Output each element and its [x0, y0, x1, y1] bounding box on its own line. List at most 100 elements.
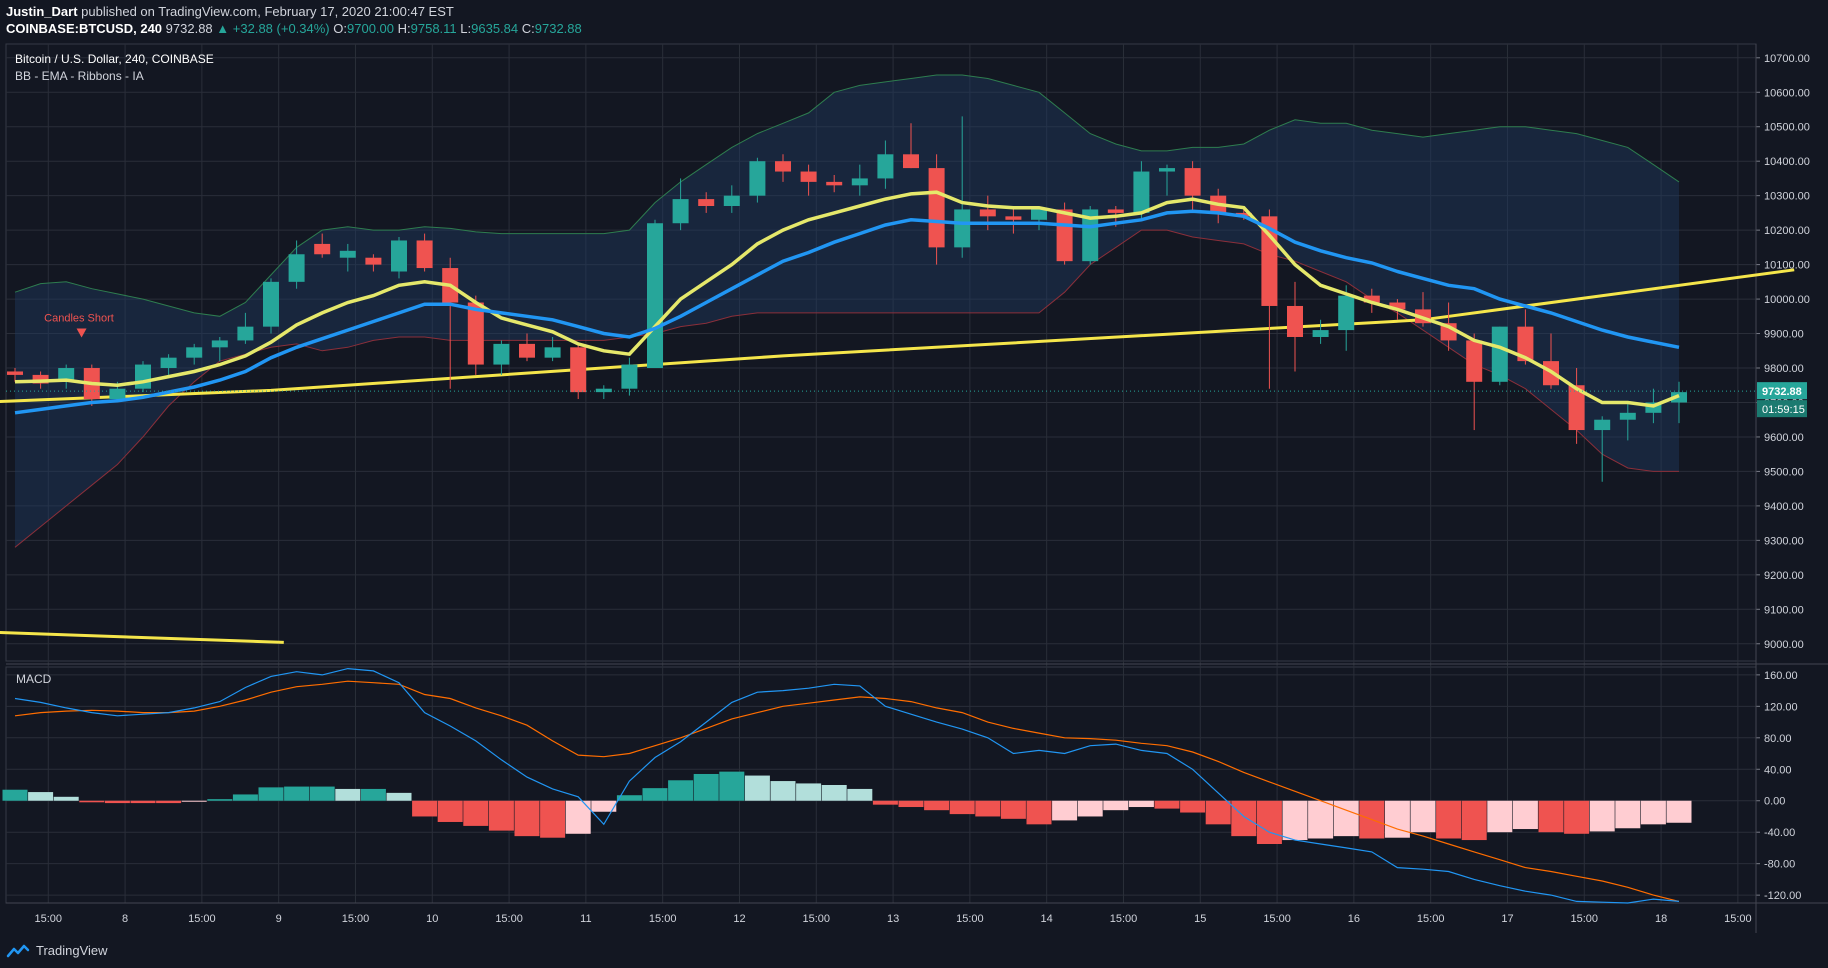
- macd-label: MACD: [16, 672, 52, 686]
- candle-body: [1363, 295, 1380, 303]
- candle-body: [775, 161, 791, 172]
- candle-body: [1005, 216, 1022, 220]
- candle-body: [1568, 385, 1585, 431]
- low-value: 9635.84: [471, 21, 519, 36]
- macd-histogram-bar: [719, 771, 745, 801]
- publish-info: published on TradingView.com, February 1…: [81, 4, 454, 19]
- countdown-tag-label: 01:59:15: [1762, 404, 1805, 416]
- y-tick-label: 9400.00: [1764, 501, 1804, 513]
- candle-body: [800, 171, 817, 182]
- candle-body: [1389, 302, 1406, 310]
- last-price-tag: [1757, 382, 1807, 400]
- close-value: 9732.88: [534, 21, 582, 36]
- macd-histogram-bar: [898, 800, 924, 808]
- candle-body: [570, 347, 587, 393]
- macd-histogram-bar: [53, 796, 79, 801]
- candle-body: [1287, 305, 1303, 337]
- macd-histogram-bar: [975, 800, 1001, 817]
- x-tick-label: 16: [1348, 913, 1360, 925]
- x-tick-label: 15: [1194, 913, 1206, 925]
- candle-body: [1338, 295, 1355, 331]
- candle-body: [263, 281, 279, 327]
- author-name[interactable]: Justin_Dart: [6, 4, 78, 19]
- candle-body: [186, 347, 203, 358]
- x-tick-label: 15:00: [188, 913, 216, 925]
- candle-body: [749, 161, 766, 196]
- x-tick-label: 15:00: [1571, 913, 1599, 925]
- pane-title: Bitcoin / U.S. Dollar, 240, COINBASE: [15, 52, 214, 66]
- candle-body: [7, 371, 23, 375]
- candle-body: [851, 178, 868, 186]
- macd-histogram-bar: [1026, 800, 1052, 825]
- macd-histogram-bar: [1282, 800, 1308, 841]
- macd-histogram-bar: [1410, 800, 1436, 833]
- tradingview-logo[interactable]: TradingView: [6, 943, 108, 958]
- candle-body: [1312, 330, 1329, 337]
- macd-histogram-bar: [437, 800, 463, 822]
- macd-histogram-bar: [335, 788, 361, 801]
- macd-histogram-bar: [412, 800, 438, 817]
- macd-histogram-bar: [386, 792, 412, 801]
- candle-body: [288, 254, 305, 282]
- high-label: H:: [397, 21, 411, 36]
- chart-header: Justin_Dart published on TradingView.com…: [0, 0, 1828, 40]
- candle-body: [979, 209, 996, 217]
- candle-body: [826, 181, 843, 186]
- macd-y-tick-label: 80.00: [1764, 733, 1792, 745]
- macd-histogram-bar: [1487, 800, 1513, 833]
- macd-histogram-bar: [79, 800, 105, 803]
- macd-histogram-bar: [540, 800, 566, 838]
- publish-line: Justin_Dart published on TradingView.com…: [6, 4, 454, 19]
- bottom-trendline: [0, 631, 284, 644]
- x-tick-label: 15:00: [495, 913, 523, 925]
- macd-y-tick-label: 40.00: [1764, 764, 1792, 776]
- footer-bar: TradingView: [0, 934, 1828, 968]
- ema-slow-line: [14, 209, 1680, 415]
- y-tick-label: 9000.00: [1764, 639, 1804, 651]
- candle-body: [416, 240, 433, 269]
- tradingview-logo-icon: [6, 944, 30, 957]
- x-tick-label: 15:00: [1110, 913, 1138, 925]
- symbol-label[interactable]: COINBASE:BTCUSD, 240: [6, 21, 163, 36]
- down-arrow-icon: [76, 328, 87, 338]
- close-label: C:: [521, 21, 535, 36]
- candle-body: [1082, 209, 1099, 262]
- candle-body: [519, 343, 535, 358]
- candle-body: [1133, 171, 1150, 213]
- macd-histogram-bar: [1461, 800, 1487, 841]
- macd-histogram-bar: [488, 800, 514, 831]
- bollinger-band-fill: [15, 75, 1679, 548]
- candle-body: [1594, 419, 1611, 431]
- candle-body: [365, 257, 382, 265]
- y-tick-label: 10700.00: [1764, 53, 1810, 65]
- bollinger-upper-line: [14, 74, 1680, 317]
- macd-histogram-bar: [130, 800, 156, 804]
- countdown-tag: [1757, 400, 1807, 418]
- candle-body: [339, 250, 356, 258]
- macd-histogram-bar: [1308, 800, 1334, 839]
- macd-histogram-bar: [770, 781, 796, 801]
- x-tick-label: 12: [733, 913, 745, 925]
- x-tick-label: 9: [276, 913, 282, 925]
- price-change: +32.88 (+0.34%): [232, 21, 330, 36]
- y-tick-label: 9300.00: [1764, 535, 1804, 547]
- macd-histogram-bar: [1589, 800, 1615, 832]
- macd-y-tick-label: -80.00: [1764, 859, 1795, 871]
- open-label: O:: [333, 21, 347, 36]
- high-value: 9758.11: [410, 21, 457, 36]
- macd-histogram-bar: [360, 788, 386, 801]
- macd-signal-line: [14, 680, 1680, 902]
- candle-body: [954, 209, 971, 248]
- macd-histogram-bar: [514, 800, 540, 837]
- macd-histogram-bar: [1666, 800, 1692, 823]
- macd-y-tick-label: -40.00: [1764, 827, 1795, 839]
- macd-line: [14, 667, 1680, 904]
- x-tick-label: 13: [887, 913, 899, 925]
- chart-canvas[interactable]: 10700.00 10600.00 10500.00 10400.00 10300.00…: [0, 0, 1828, 934]
- y-tick-label: 9900.00: [1764, 329, 1804, 341]
- macd-histogram-bar: [207, 799, 233, 801]
- candle-body: [391, 240, 407, 272]
- macd-histogram-bar: [1205, 800, 1231, 825]
- y-tick-label: 9500.00: [1764, 466, 1804, 478]
- macd-histogram-bar: [258, 787, 284, 801]
